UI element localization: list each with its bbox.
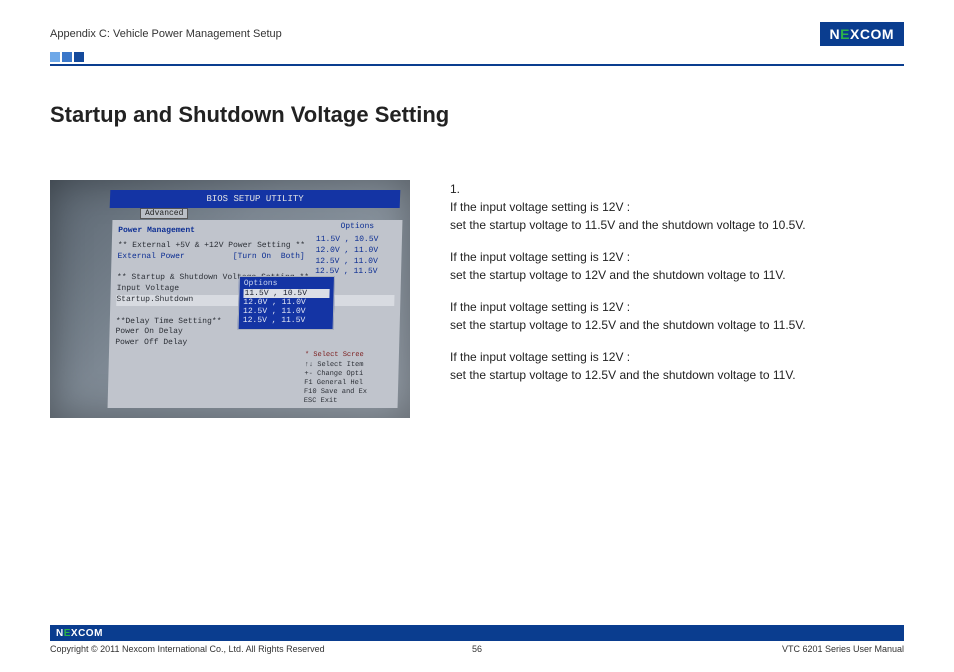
- popup-title: Options: [244, 279, 330, 288]
- bios-screenshot: BIOS SETUP UTILITY Advanced Power Manage…: [50, 180, 410, 418]
- page-header: Appendix C: Vehicle Power Management Set…: [50, 20, 904, 48]
- bios-right-col: Options 11.5V , 10.5V 12.0V , 11.0V 12.5…: [315, 222, 398, 278]
- option-value: 12.0V , 11.0V: [316, 246, 398, 257]
- page-number: 56: [50, 644, 904, 654]
- instruction-para: If the input voltage setting is 12V : se…: [450, 348, 806, 384]
- bios-popup: Options 11.5V , 10.5V 12.0V , 11.0V 12.5…: [238, 276, 335, 330]
- accent-sq-1: [50, 52, 60, 62]
- bios-body: Power Management ** External +5V & +12V …: [108, 220, 403, 408]
- accent-sq-2: [62, 52, 72, 62]
- header-rule: [50, 64, 904, 66]
- help-line: F1 General Hel: [304, 379, 394, 388]
- bios-help: * Select Scree ↑↓ Select Item +- Change …: [304, 351, 395, 406]
- bios-options-label: Options: [316, 222, 398, 231]
- help-line: ↑↓ Select Item: [305, 361, 395, 370]
- accent-sq-3: [74, 52, 84, 62]
- step-number: 1.: [450, 180, 806, 198]
- help-line: +- Change Opti: [304, 370, 394, 379]
- help-line: F10 Save and Ex: [304, 388, 394, 397]
- accent-squares: [50, 52, 904, 62]
- footer-row: Copyright © 2011 Nexcom International Co…: [50, 644, 904, 654]
- popup-option: 12.5V , 11.5V: [243, 316, 329, 325]
- help-line: ESC Exit: [304, 397, 394, 406]
- content-row: BIOS SETUP UTILITY Advanced Power Manage…: [50, 180, 904, 418]
- instruction-para: If the input voltage setting is 12V : se…: [450, 248, 806, 284]
- option-value: 12.5V , 11.0V: [315, 257, 397, 268]
- logo-part-e: E: [840, 26, 850, 42]
- popup-option: 12.0V , 11.0V: [243, 298, 329, 307]
- page-footer: NEXCOM Copyright © 2011 Nexcom Internati…: [50, 625, 904, 654]
- option-value: 11.5V , 10.5V: [316, 235, 398, 246]
- logo-part-1: N: [830, 26, 841, 42]
- help-line: * Select Scree: [305, 351, 395, 360]
- page-title: Startup and Shutdown Voltage Setting: [50, 102, 904, 128]
- popup-option-selected: 11.5V , 10.5V: [243, 289, 329, 298]
- bios-tab-advanced: Advanced: [140, 208, 188, 219]
- instruction-para: If the input voltage setting is 12V : se…: [450, 198, 806, 234]
- logo-part-2: XCOM: [850, 26, 894, 42]
- bios-title-bar: BIOS SETUP UTILITY: [110, 190, 401, 208]
- bios-line: Power Off Delay: [115, 338, 393, 349]
- footer-bar: NEXCOM: [50, 625, 904, 641]
- breadcrumb: Appendix C: Vehicle Power Management Set…: [50, 28, 282, 40]
- footer-logo: NEXCOM: [56, 628, 103, 639]
- instruction-text: 1. If the input voltage setting is 12V :…: [450, 180, 806, 398]
- popup-option: 12.5V , 11.0V: [243, 307, 329, 316]
- brand-logo: NEXCOM: [820, 22, 904, 46]
- instruction-para: If the input voltage setting is 12V : se…: [450, 298, 806, 334]
